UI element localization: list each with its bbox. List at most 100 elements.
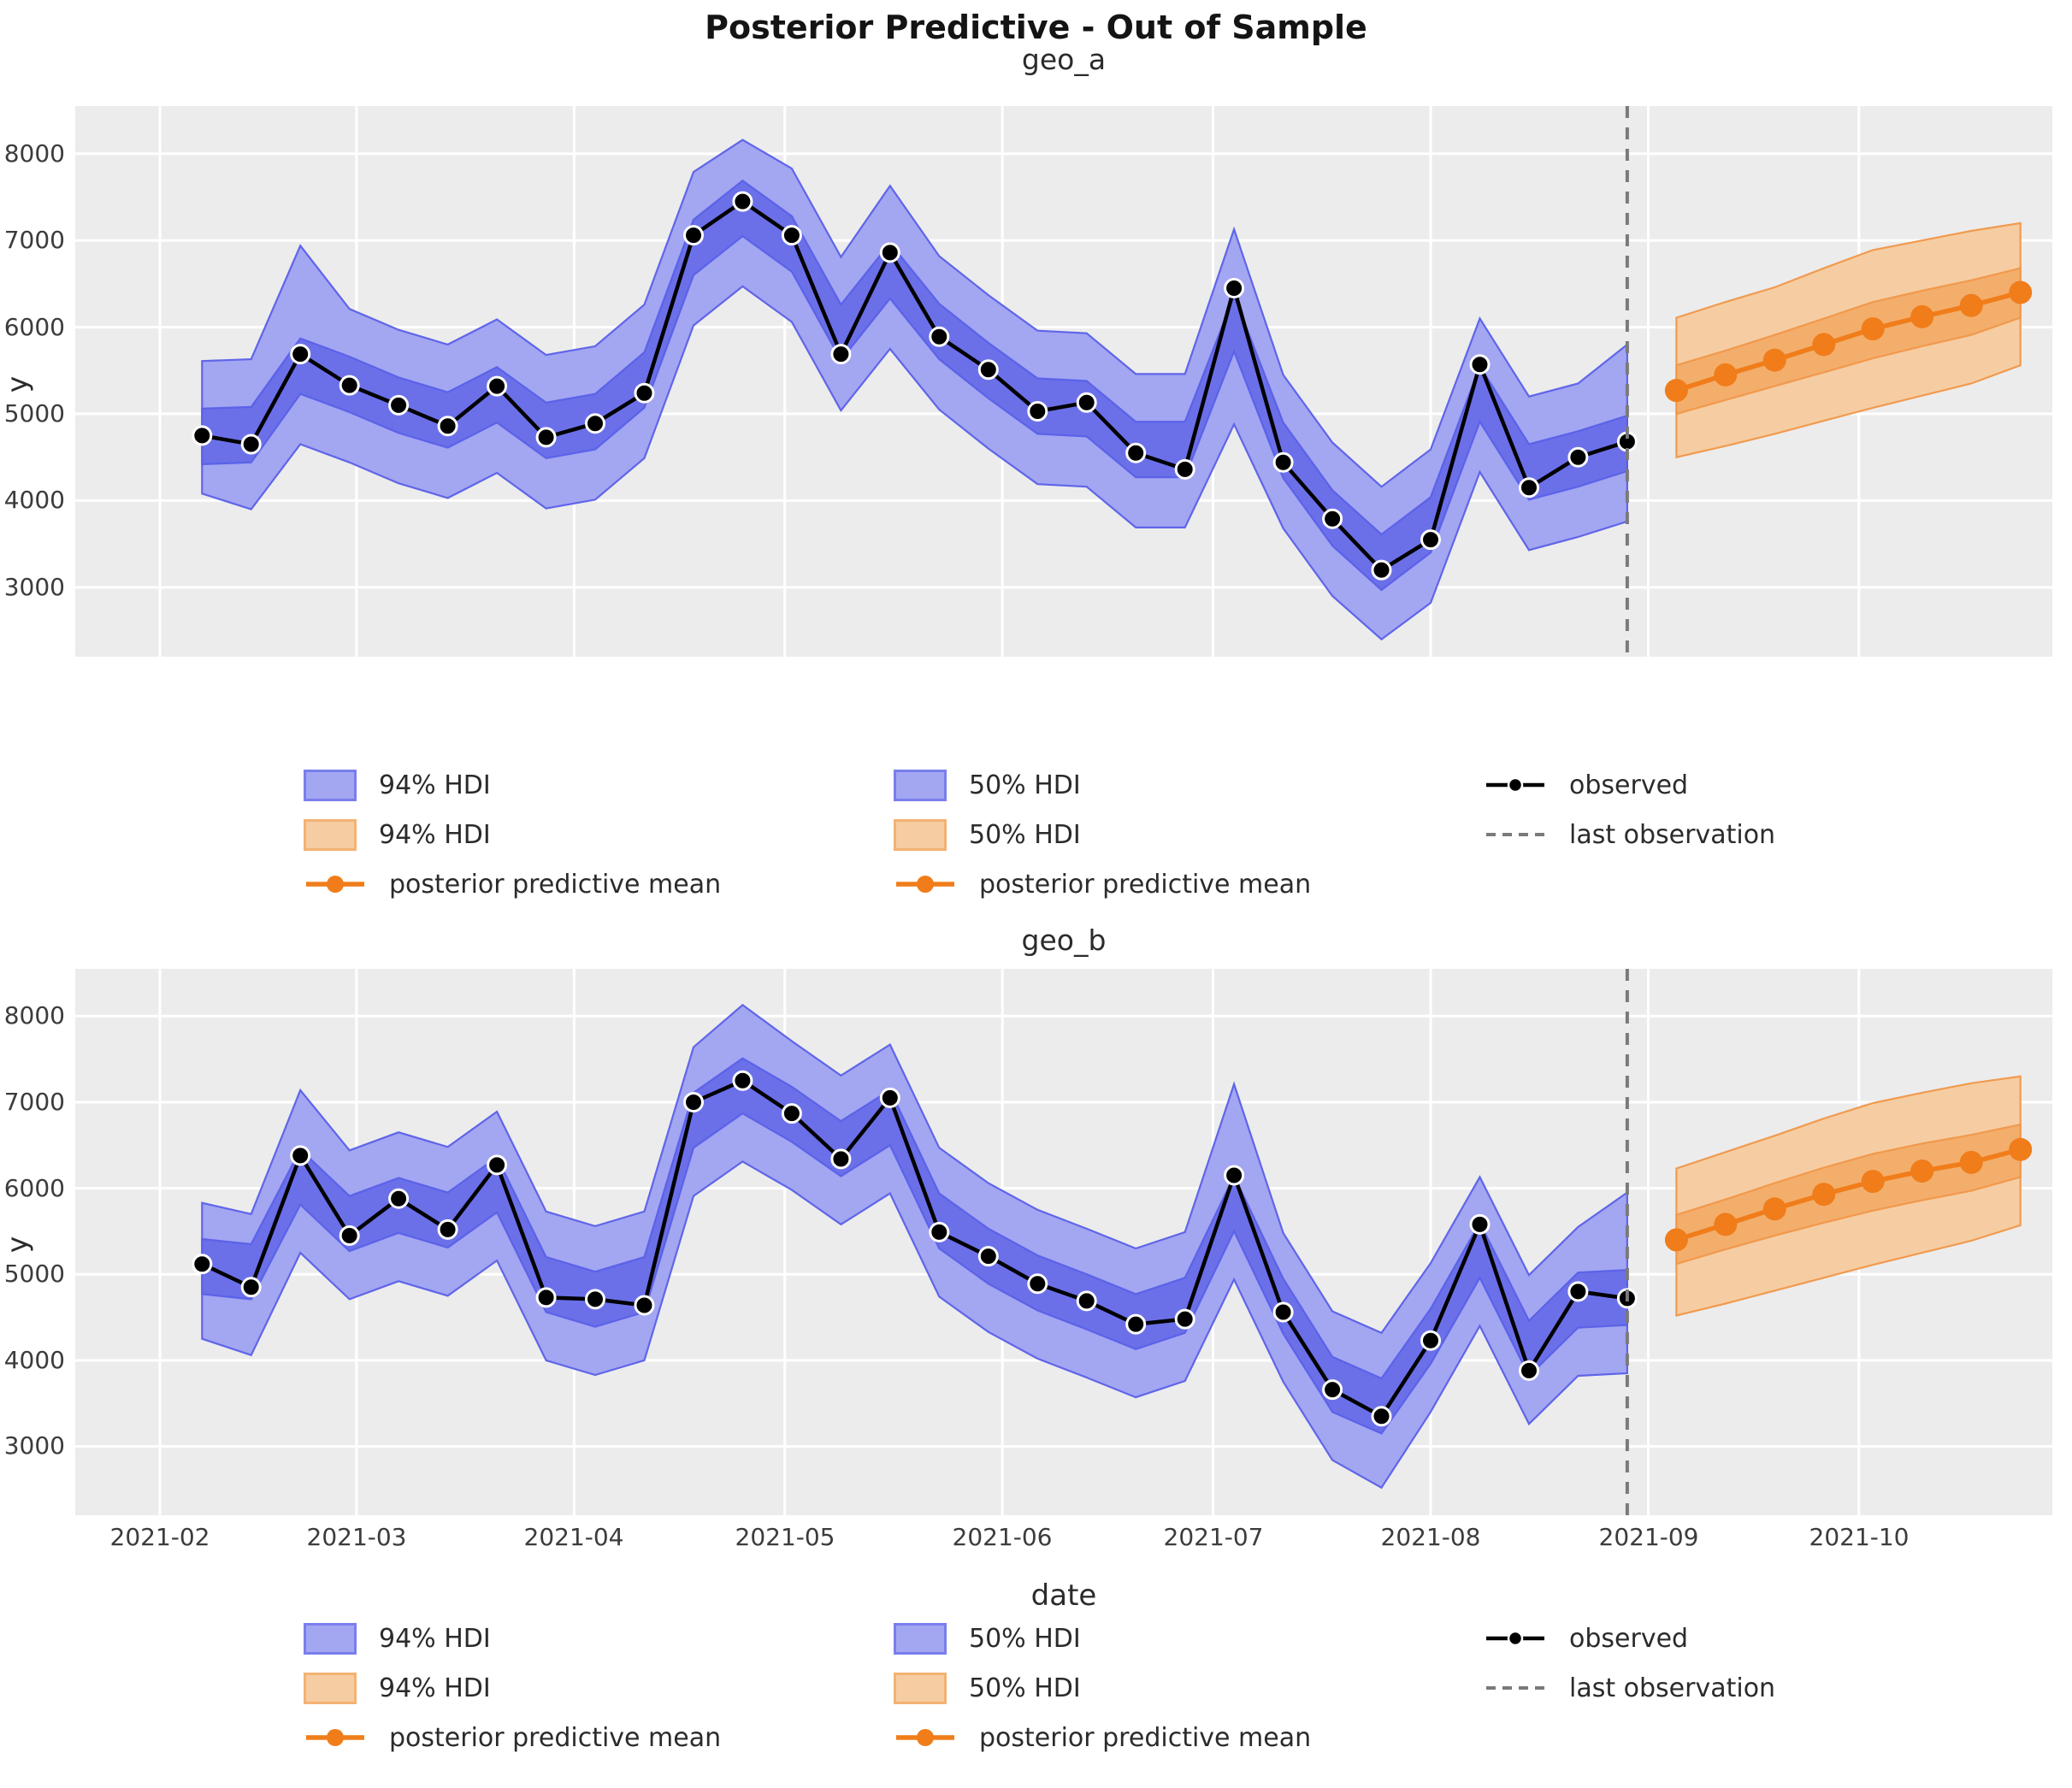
legend-label: 50% HDI	[969, 770, 1081, 800]
observed-marker	[830, 344, 852, 365]
legend-entry-observed: observed	[1484, 770, 1963, 800]
y-tick-label: 6000	[3, 1174, 65, 1202]
observed-marker	[1322, 508, 1343, 529]
legend-entry-posterior-predictive-mean: posterior predictive mean	[304, 1722, 894, 1753]
legend-label: posterior predictive mean	[389, 869, 722, 900]
y-tick-label: 4000	[3, 1346, 65, 1374]
observed-marker	[1469, 354, 1491, 375]
observed-marker	[1224, 278, 1245, 298]
observed-marker	[977, 1246, 999, 1267]
posterior-predictive-mean-swatch-icon	[306, 876, 364, 893]
legend-label: posterior predictive mean	[389, 1722, 722, 1753]
posterior-predictive-mean-marker	[1910, 1160, 1934, 1183]
observed-marker	[1174, 1308, 1195, 1330]
observed-marker	[977, 359, 999, 381]
observed-marker	[1272, 1301, 1294, 1323]
observed-marker	[781, 225, 802, 246]
blue-hdi-swatch-icon	[304, 1622, 357, 1655]
posterior-predictive-mean-marker	[1762, 348, 1786, 372]
legend-entry-50-hdi: 50% HDI	[894, 818, 1484, 851]
x-tick-label: 2021-02	[109, 1523, 210, 1551]
y-tick-label: 7000	[3, 1088, 65, 1116]
y-tick-label: 3000	[3, 573, 65, 601]
y-tick-label: 5000	[3, 1260, 65, 1288]
observed-marker	[437, 416, 458, 437]
plot-area-geo-a	[75, 106, 2052, 657]
y-axis-label-geo-a: y	[0, 375, 34, 393]
legend-entry-posterior-predictive-mean: posterior predictive mean	[304, 869, 894, 900]
blue-hdi-swatch-icon	[894, 1622, 947, 1655]
observed-marker	[339, 1225, 360, 1246]
observed-marker	[535, 427, 557, 448]
legend-label: posterior predictive mean	[979, 1722, 1312, 1753]
legend-geo-a: 94% HDI 94% HDI posterior predictive mean 5…	[304, 760, 1963, 909]
y-tick-label: 8000	[3, 139, 65, 168]
legend-entry-94-hdi: 94% HDI	[304, 818, 894, 851]
legend-entry-posterior-predictive-mean: posterior predictive mean	[894, 1722, 1484, 1753]
last-observation-dash-swatch-icon	[1486, 833, 1544, 836]
observed-marker	[1420, 529, 1441, 551]
legend-entry-last-observation: last observation	[1484, 1673, 1963, 1703]
observed-marker	[1224, 1165, 1245, 1186]
observed-marker	[585, 1289, 605, 1310]
observed-marker	[1027, 401, 1048, 422]
hdi50-band-forecast	[1675, 267, 2022, 416]
panel-title-geo-b: geo_b	[1021, 924, 1107, 957]
x-tick-label: 2021-03	[306, 1523, 407, 1551]
legend-label: 94% HDI	[379, 770, 491, 800]
posterior-predictive-mean-marker	[1959, 1150, 1983, 1174]
observed-marker	[1174, 458, 1195, 480]
legend-entry-50-hdi: 50% HDI	[894, 1622, 1484, 1655]
observed-marker	[1125, 442, 1147, 463]
legend-entry-last-observation: last observation	[1484, 819, 1963, 850]
observed-marker	[192, 1254, 213, 1275]
observed-marker	[487, 375, 508, 397]
x-tick-label: 2021-10	[1809, 1523, 1910, 1551]
blue-hdi-swatch-icon	[894, 769, 947, 801]
posterior-predictive-mean-swatch-icon	[896, 1729, 954, 1746]
observed-marker	[437, 1219, 458, 1240]
observed-marker	[388, 1188, 410, 1209]
posterior-predictive-mean-marker	[1959, 293, 1983, 317]
posterior-predictive-mean-marker	[2009, 1137, 2033, 1161]
observed-marker	[240, 1277, 262, 1298]
hdi94-band-insample	[201, 1003, 1629, 1490]
observed-marker	[683, 1092, 704, 1112]
posterior-predictive-mean-marker	[1910, 304, 1934, 328]
observed-marker	[1567, 1281, 1589, 1302]
posterior-predictive-mean-marker	[1714, 363, 1738, 387]
y-tick-label: 6000	[3, 313, 65, 341]
x-tick-label: 2021-09	[1598, 1523, 1699, 1551]
observed-marker	[929, 326, 950, 347]
orange-hdi-swatch-icon	[894, 1672, 947, 1704]
observed-marker	[388, 394, 410, 416]
orange-hdi-swatch-icon	[894, 818, 947, 851]
legend-entry-94-hdi: 94% HDI	[304, 1672, 894, 1704]
observed-marker	[487, 1154, 508, 1176]
observed-marker	[830, 1148, 852, 1170]
observed-marker	[535, 1287, 557, 1308]
observed-line-swatch-icon	[1486, 776, 1544, 794]
plot-area-geo-b	[75, 969, 2052, 1515]
posterior-predictive-mean-marker	[2009, 280, 2033, 304]
hdi50-band-forecast	[1675, 1123, 2022, 1266]
legend-label: 94% HDI	[379, 819, 491, 850]
legend-entry-94-hdi: 94% HDI	[304, 1622, 894, 1655]
observed-marker	[192, 425, 213, 446]
posterior-predictive-mean-marker	[1861, 317, 1885, 341]
y-tick-label: 4000	[3, 486, 65, 514]
legend-label: 50% HDI	[969, 819, 1081, 850]
posterior-predictive-mean-swatch-icon	[306, 1729, 364, 1746]
x-axis-label: date	[1030, 1579, 1097, 1613]
figure-title: Posterior Predictive - Out of Sample	[705, 9, 1367, 46]
observed-marker	[1027, 1273, 1048, 1295]
legend-entry-posterior-predictive-mean: posterior predictive mean	[894, 869, 1484, 900]
y-tick-label: 8000	[3, 1001, 65, 1030]
legend-label: 50% HDI	[969, 1673, 1081, 1703]
y-tick-label: 3000	[3, 1431, 65, 1460]
observed-marker	[1076, 1290, 1097, 1312]
y-tick-label: 5000	[3, 399, 65, 428]
legend-entry-observed: observed	[1484, 1623, 1963, 1654]
observed-marker	[290, 1145, 311, 1166]
observed-marker	[1125, 1313, 1147, 1335]
